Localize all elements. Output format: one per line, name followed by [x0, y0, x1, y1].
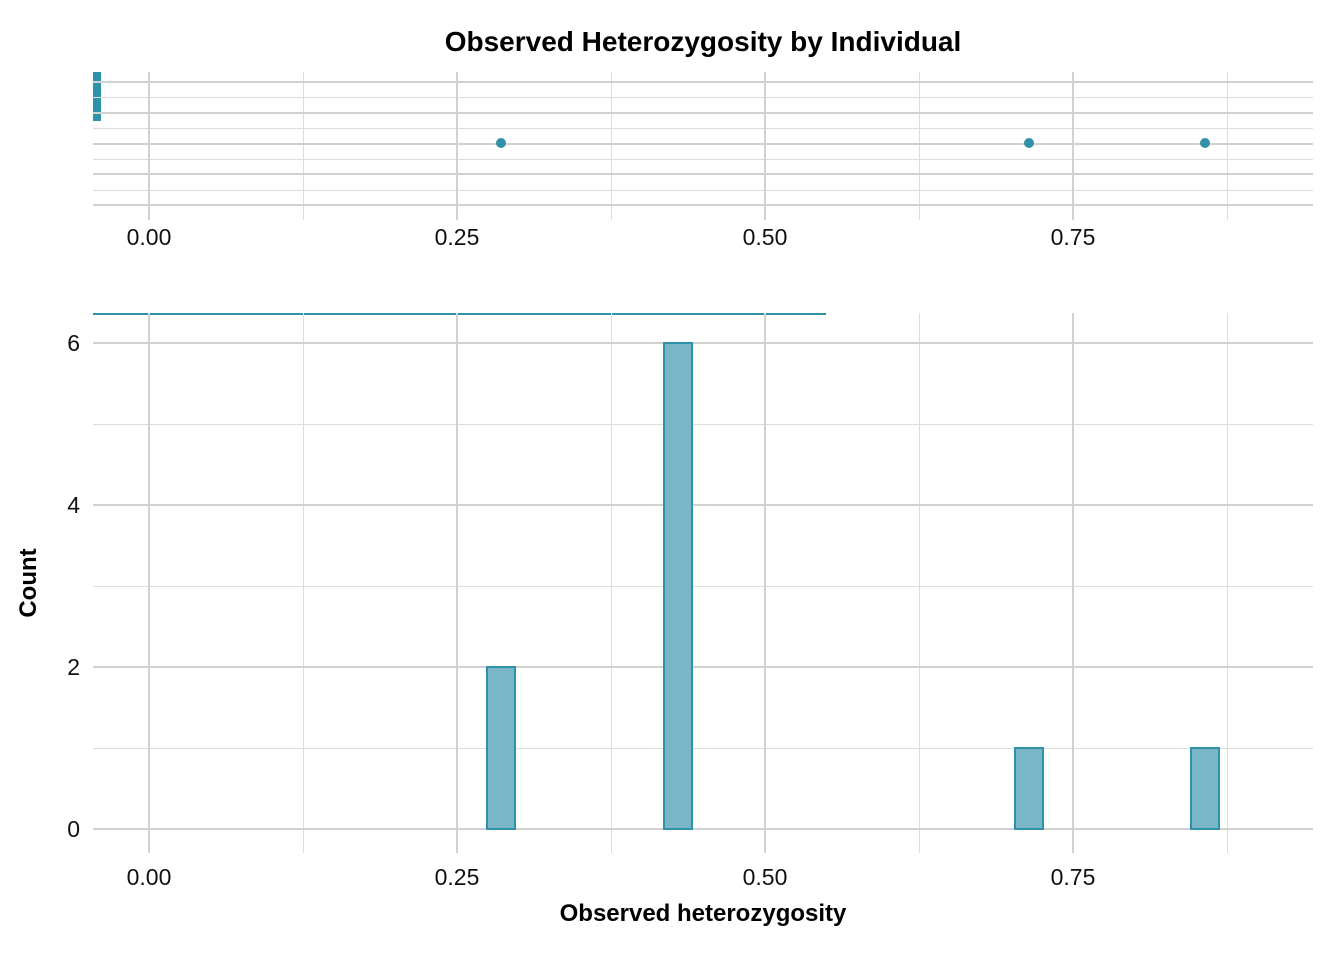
chart-title: Observed Heterozygosity by Individual	[444, 26, 962, 57]
histogram-bar	[662, 342, 693, 830]
grid-minor-horizontal	[93, 585, 1313, 587]
x-tick-label: 0.75	[1050, 864, 1096, 890]
grid-minor-vertical	[302, 72, 304, 220]
y-tick-label: 0	[67, 816, 80, 842]
grid-minor-vertical	[610, 313, 612, 853]
grid-major-horizontal	[93, 666, 1313, 668]
grid-major-horizontal	[93, 204, 1313, 206]
grid-major-horizontal	[93, 142, 1313, 145]
grid-minor-horizontal	[93, 189, 1313, 191]
histogram-panel	[93, 313, 1313, 853]
grid-major-vertical	[764, 72, 766, 220]
grid-minor-vertical	[610, 72, 612, 220]
y-tick-label: 2	[67, 654, 80, 680]
grid-major-horizontal	[93, 828, 1313, 830]
boxplot-outlier-point	[1023, 138, 1034, 148]
x-tick-label: 0.75	[1050, 224, 1096, 250]
x-tick-label: 0.25	[434, 864, 480, 890]
x-tick-label: 0.50	[742, 864, 788, 890]
grid-minor-horizontal	[93, 97, 1313, 99]
grid-major-vertical	[148, 313, 150, 853]
grid-major-horizontal	[93, 81, 1313, 83]
boxplot-outlier-point	[496, 138, 507, 148]
histogram-bar	[1189, 747, 1220, 830]
grid-minor-horizontal	[93, 158, 1313, 160]
grid-minor-vertical	[302, 313, 304, 853]
grid-minor-vertical	[1226, 72, 1228, 220]
x-tick-label: 0.50	[742, 224, 788, 250]
grid-major-vertical	[456, 313, 458, 853]
x-axis-title: Observed heterozygosity	[559, 900, 847, 927]
grid-major-vertical	[148, 72, 150, 220]
grid-minor-vertical	[918, 313, 920, 853]
grid-major-vertical	[456, 72, 458, 220]
grid-minor-vertical	[1226, 313, 1228, 853]
y-tick-label: 4	[67, 492, 80, 518]
grid-minor-vertical	[918, 72, 920, 220]
x-tick-label: 0.00	[126, 224, 172, 250]
y-tick-label: 6	[67, 330, 80, 356]
grid-major-horizontal	[93, 504, 1313, 506]
boxplot-median-line	[93, 72, 101, 121]
grid-minor-horizontal	[93, 128, 1313, 130]
y-axis-title: Count	[15, 548, 42, 618]
grid-minor-horizontal	[93, 747, 1313, 749]
x-tick-label: 0.25	[434, 224, 480, 250]
grid-major-vertical	[764, 313, 766, 853]
histogram-bar	[1013, 747, 1044, 830]
boxplot-outlier-point	[1199, 138, 1210, 148]
grid-major-horizontal	[93, 173, 1313, 176]
grid-minor-horizontal	[93, 423, 1313, 425]
grid-major-horizontal	[93, 342, 1313, 344]
grid-major-horizontal	[93, 111, 1313, 114]
boxplot-panel	[93, 72, 1313, 220]
histogram-bar	[486, 666, 517, 830]
histogram-baseline	[93, 313, 827, 315]
grid-major-vertical	[1072, 313, 1074, 853]
grid-major-vertical	[1072, 72, 1074, 220]
x-tick-label: 0.00	[126, 864, 172, 890]
